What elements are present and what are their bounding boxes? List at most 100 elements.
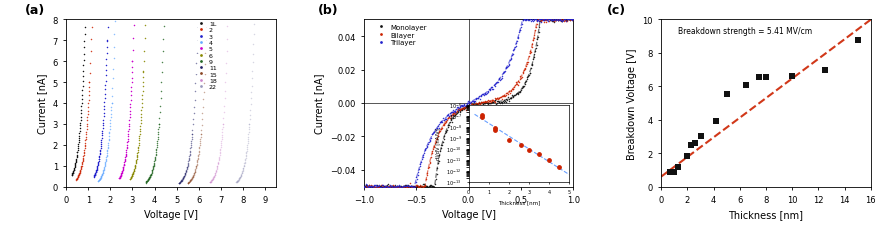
Point [452, 106, 466, 110]
Point [477, 102, 492, 106]
Point [185, 177, 199, 181]
Point [545, 19, 559, 23]
Point [544, 18, 558, 22]
Point [172, 181, 187, 185]
Point [400, 185, 415, 188]
Point [72, 135, 87, 138]
Point [97, 166, 111, 169]
Point [458, 106, 472, 109]
Point [461, 105, 475, 108]
Point [181, 160, 195, 164]
Point [394, 185, 408, 189]
Point [142, 176, 156, 180]
Point [134, 109, 149, 113]
Point [404, 184, 418, 188]
Point [496, 94, 510, 98]
Point [461, 106, 475, 110]
Point [113, 174, 127, 178]
Point [565, 19, 579, 23]
Point [95, 173, 109, 177]
Point [187, 118, 201, 121]
Point [524, 51, 538, 54]
Point [72, 173, 86, 177]
Point [125, 76, 139, 80]
Point [143, 174, 157, 178]
Point [389, 185, 403, 189]
Point [81, 98, 95, 102]
Point [453, 104, 468, 108]
Point [92, 160, 106, 163]
Point [400, 184, 415, 187]
Point [551, 19, 565, 22]
Point [185, 177, 199, 181]
Point [468, 104, 482, 108]
Point [365, 184, 379, 188]
Point [517, 18, 531, 22]
Point [212, 157, 226, 161]
Point [374, 185, 388, 188]
Point [196, 98, 210, 102]
Point [151, 135, 165, 139]
Point [378, 184, 392, 188]
Point [76, 156, 90, 160]
Point [415, 184, 429, 188]
Point [385, 185, 400, 188]
Point [129, 160, 143, 163]
Point [178, 173, 192, 176]
Point [183, 149, 197, 153]
Point [135, 90, 149, 93]
Point [498, 94, 512, 97]
Point [530, 38, 545, 42]
Point [546, 18, 560, 22]
Point [94, 175, 108, 179]
Point [214, 142, 228, 145]
Point [79, 139, 93, 142]
Point [88, 170, 103, 174]
Point [72, 172, 87, 176]
Point [407, 185, 421, 189]
Point [232, 177, 247, 180]
Point [444, 115, 458, 119]
Point [529, 18, 543, 22]
Point [448, 110, 462, 113]
Point [500, 99, 514, 102]
Point [436, 140, 450, 144]
Point [191, 158, 205, 161]
Point [207, 175, 221, 178]
Point [560, 18, 574, 22]
Point [75, 162, 89, 165]
Point [464, 100, 478, 104]
Point [478, 101, 492, 105]
Point [385, 185, 399, 189]
Point [67, 167, 81, 171]
Point [530, 23, 544, 27]
Point [457, 107, 471, 110]
Point [507, 86, 522, 89]
Point [184, 178, 198, 182]
Point [126, 66, 140, 69]
Point [358, 185, 372, 189]
Point [210, 164, 225, 168]
Point [433, 120, 447, 124]
Point [485, 99, 499, 102]
Point [517, 68, 531, 72]
Point [112, 176, 126, 180]
Point [456, 105, 470, 108]
Point [188, 82, 202, 86]
Point [217, 97, 232, 101]
Point [418, 184, 432, 187]
Point [414, 162, 428, 166]
Point [552, 18, 567, 22]
Point [145, 170, 159, 173]
Point [456, 108, 470, 111]
Point [194, 137, 208, 141]
Point [141, 179, 155, 183]
Point [357, 185, 371, 189]
Point [470, 97, 484, 101]
Point [383, 185, 397, 189]
Point [80, 116, 95, 119]
Point [203, 180, 217, 184]
Point [472, 101, 486, 104]
Point [396, 185, 410, 189]
Point [549, 19, 563, 22]
